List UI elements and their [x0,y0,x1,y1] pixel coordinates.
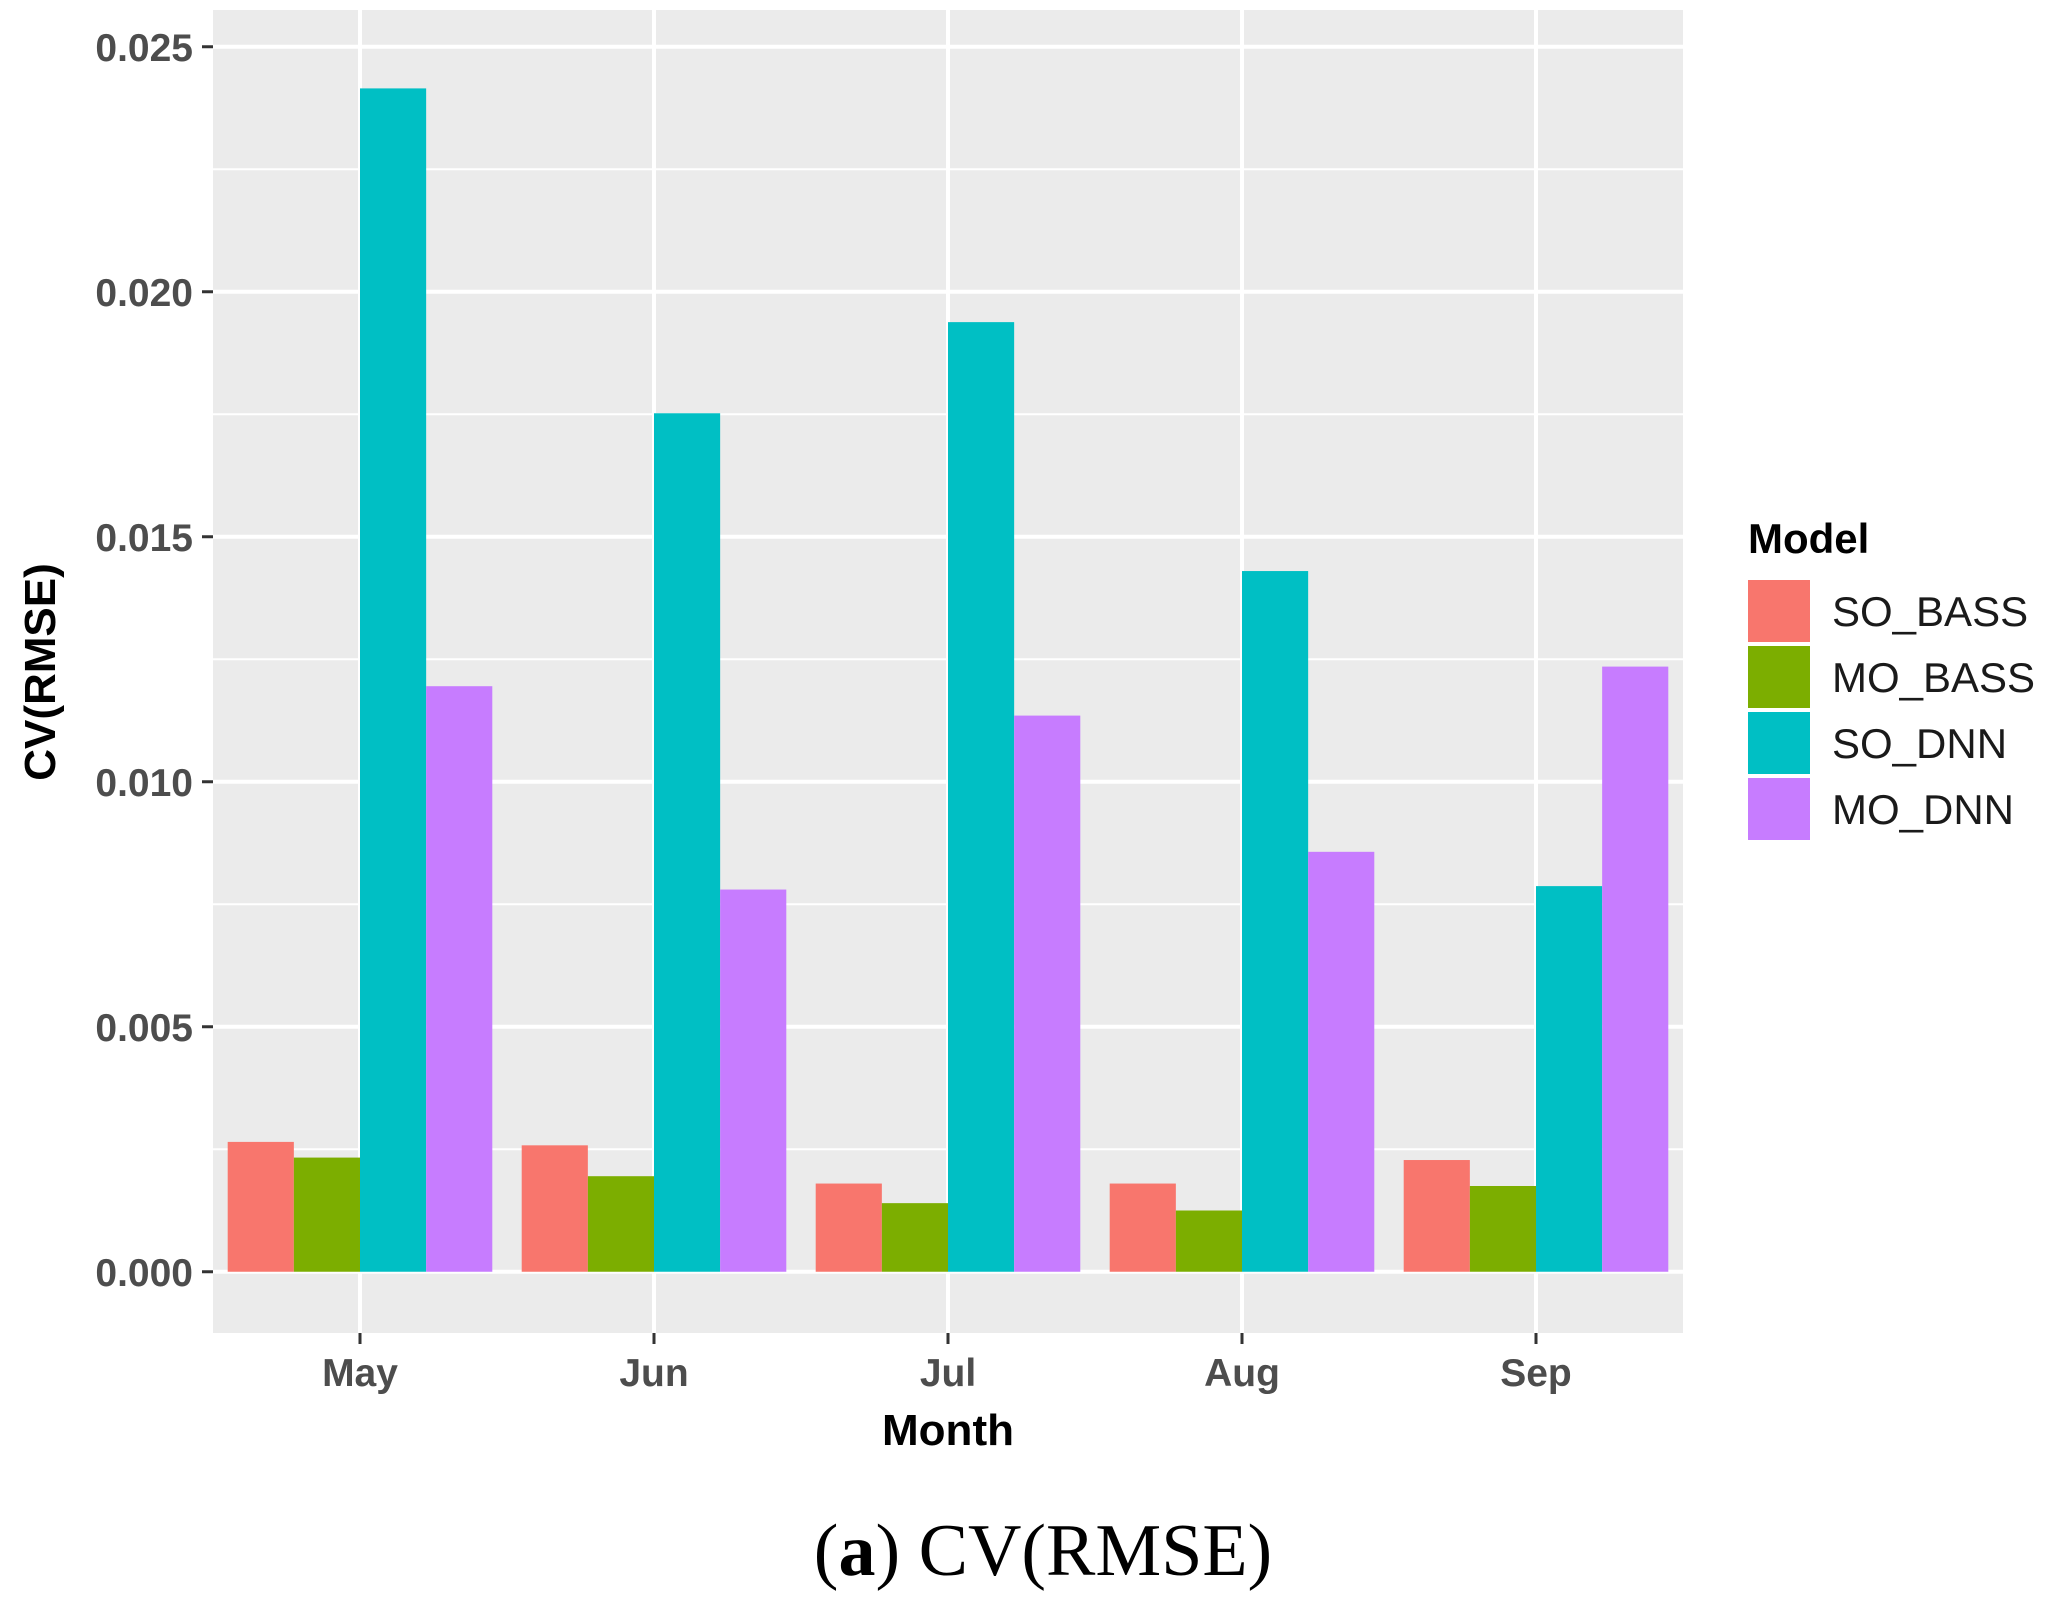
x-tick-label-may: May [322,1352,398,1395]
bar-so-bass-sep [1403,1160,1470,1272]
legend-key-mo-dnn [1748,778,1810,840]
bar-mo-dnn-aug [1308,851,1375,1272]
legend: Model SO_BASS MO_BASS SO_DNN MO_DNN [1748,515,2035,840]
bar-mo-dnn-jun [720,889,787,1272]
legend-key-mo-bass [1748,646,1810,708]
bar-mo-bass-jul [881,1203,948,1272]
legend-label-so-bass: SO_BASS [1832,588,2028,635]
bar-so-dnn-jun [654,413,721,1272]
legend-title: Model [1748,515,1869,562]
x-axis: May Jun Jul Aug Sep [322,1333,1572,1395]
bar-so-dnn-sep [1536,886,1603,1272]
bar-mo-dnn-may [426,686,493,1272]
y-tick-label: 0.020 [95,272,193,315]
caption-label: a [838,1510,875,1592]
x-tick-label-jun: Jun [619,1352,688,1395]
figure-caption: (a) CV(RMSE) [814,1510,1272,1592]
y-tick-label: 0.010 [95,762,193,805]
bar-mo-dnn-jul [1014,715,1081,1272]
legend-key-so-bass [1748,580,1810,642]
y-axis-title: CV(RMSE) [16,563,65,781]
bar-so-bass-aug [1109,1183,1176,1272]
bar-mo-dnn-sep [1602,666,1669,1272]
x-axis-title: Month [882,1406,1014,1455]
bars [227,88,1669,1272]
bar-mo-bass-sep [1469,1186,1536,1272]
legend-label-mo-bass: MO_BASS [1832,654,2035,701]
y-tick-label: 0.025 [95,27,193,70]
x-tick-label-sep: Sep [1500,1352,1572,1395]
bar-so-dnn-aug [1242,571,1309,1272]
bar-so-bass-jul [815,1183,882,1272]
bar-mo-bass-jun [587,1176,654,1272]
bar-so-bass-jun [521,1145,588,1272]
bar-mo-bass-may [293,1157,360,1272]
bar-so-dnn-jul [948,322,1015,1272]
legend-key-so-dnn [1748,712,1810,774]
bar-so-bass-may [227,1141,294,1272]
legend-label-so-dnn: SO_DNN [1832,720,2007,767]
caption-text: CV(RMSE) [919,1510,1273,1592]
y-tick-label: 0.000 [95,1252,193,1295]
x-tick-label-jul: Jul [920,1352,976,1395]
legend-label-mo-dnn: MO_DNN [1832,786,2014,833]
y-tick-label: 0.005 [95,1007,193,1050]
x-tick-label-aug: Aug [1204,1352,1280,1395]
y-tick-label: 0.015 [95,517,193,560]
bar-so-dnn-may [360,88,427,1272]
bar-mo-bass-aug [1175,1210,1242,1272]
y-axis: 0.000 0.005 0.010 0.015 0.020 0.025 [95,27,213,1295]
